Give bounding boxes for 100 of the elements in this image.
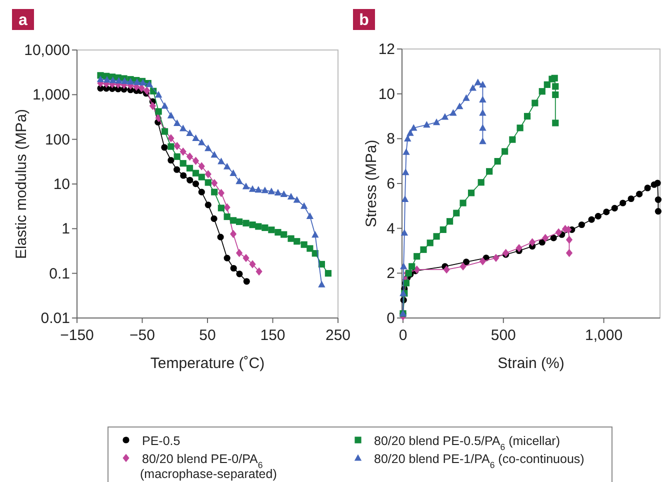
point bbox=[217, 234, 224, 240]
point bbox=[408, 263, 416, 270]
point bbox=[192, 156, 200, 165]
point bbox=[180, 148, 186, 156]
point bbox=[603, 208, 610, 216]
point bbox=[192, 134, 200, 142]
point bbox=[474, 78, 482, 86]
legend-label: 80/20 blend PE-0.5/PA$_{6}$ (micellar) bbox=[374, 434, 560, 452]
point bbox=[420, 246, 427, 253]
point bbox=[280, 190, 288, 198]
point bbox=[324, 270, 332, 277]
point bbox=[280, 231, 288, 238]
point bbox=[256, 267, 262, 276]
x-tick-label: 500 bbox=[490, 327, 516, 344]
point bbox=[268, 226, 275, 234]
point bbox=[293, 196, 300, 203]
point bbox=[249, 222, 256, 228]
point bbox=[96, 76, 104, 82]
point bbox=[249, 260, 256, 268]
point bbox=[532, 100, 538, 106]
point bbox=[400, 262, 408, 270]
point bbox=[551, 74, 558, 82]
point bbox=[578, 221, 585, 228]
point bbox=[414, 265, 420, 274]
point bbox=[186, 152, 194, 161]
point bbox=[456, 102, 464, 110]
x-tick-label: 150 bbox=[260, 327, 286, 344]
point bbox=[401, 195, 409, 202]
legend-label: 80/20 blend PE-0/PA$_{6}$ (macrophase-separated) bbox=[140, 452, 277, 481]
point bbox=[243, 278, 250, 285]
point bbox=[198, 188, 205, 196]
point bbox=[174, 142, 180, 150]
point bbox=[443, 265, 450, 274]
point bbox=[294, 238, 300, 245]
y-tick-label: 6 bbox=[386, 176, 395, 192]
point bbox=[192, 170, 200, 176]
point bbox=[254, 186, 262, 193]
point bbox=[173, 119, 181, 126]
point bbox=[218, 188, 225, 198]
point bbox=[262, 224, 268, 232]
point bbox=[555, 228, 562, 236]
y-tick-label: 0.01 bbox=[40, 310, 70, 327]
legend-label: PE-0.5 bbox=[142, 434, 180, 448]
point bbox=[300, 202, 308, 209]
y-tick-label: 100 bbox=[44, 131, 70, 148]
point bbox=[566, 236, 573, 244]
y-tick-label: 10 bbox=[378, 86, 395, 103]
point bbox=[492, 254, 500, 262]
x-tick-label: 250 bbox=[325, 327, 351, 344]
point bbox=[103, 76, 111, 83]
point bbox=[211, 178, 218, 188]
y-tick-label: 10 bbox=[53, 176, 70, 193]
x-tick-label: 50 bbox=[199, 327, 216, 344]
point bbox=[516, 244, 522, 252]
point bbox=[224, 203, 230, 212]
legend-label: 80/20 blend PE-1/PA$_{6}$ (co-continuous) bbox=[374, 452, 584, 470]
point bbox=[223, 162, 231, 170]
x-tick-label: −50 bbox=[130, 327, 155, 344]
point bbox=[524, 112, 531, 120]
point bbox=[542, 234, 549, 242]
point bbox=[552, 120, 559, 126]
point bbox=[529, 238, 536, 246]
point bbox=[479, 109, 486, 116]
y-axis-title: Stress (MPa) bbox=[363, 140, 380, 228]
point bbox=[161, 102, 168, 109]
point bbox=[400, 229, 408, 236]
point bbox=[230, 169, 237, 176]
point bbox=[544, 81, 550, 88]
point bbox=[180, 172, 187, 179]
x-axis-title: Temperature (˚C) bbox=[150, 355, 265, 372]
point bbox=[210, 151, 218, 158]
point bbox=[288, 235, 294, 242]
point bbox=[230, 217, 237, 224]
y-tick-label: 10,000 bbox=[24, 42, 70, 59]
point bbox=[479, 124, 486, 131]
point bbox=[109, 76, 116, 84]
x-axis-title: Strain (%) bbox=[498, 355, 564, 372]
point bbox=[402, 168, 410, 176]
point bbox=[479, 257, 486, 266]
point bbox=[115, 76, 122, 84]
point bbox=[486, 168, 493, 175]
y-tick-label: 1,000 bbox=[32, 86, 70, 104]
point bbox=[248, 185, 256, 192]
point bbox=[167, 112, 175, 118]
point bbox=[180, 160, 186, 167]
point bbox=[446, 218, 454, 225]
point bbox=[628, 195, 634, 202]
point bbox=[478, 179, 484, 186]
point bbox=[287, 192, 295, 200]
point bbox=[230, 264, 237, 272]
point bbox=[406, 129, 414, 136]
point bbox=[552, 91, 559, 98]
point bbox=[168, 134, 174, 142]
point bbox=[566, 248, 573, 258]
point bbox=[174, 166, 180, 173]
point bbox=[204, 202, 212, 208]
point bbox=[460, 262, 466, 271]
point bbox=[218, 158, 225, 164]
point bbox=[414, 253, 420, 260]
point bbox=[433, 233, 440, 240]
